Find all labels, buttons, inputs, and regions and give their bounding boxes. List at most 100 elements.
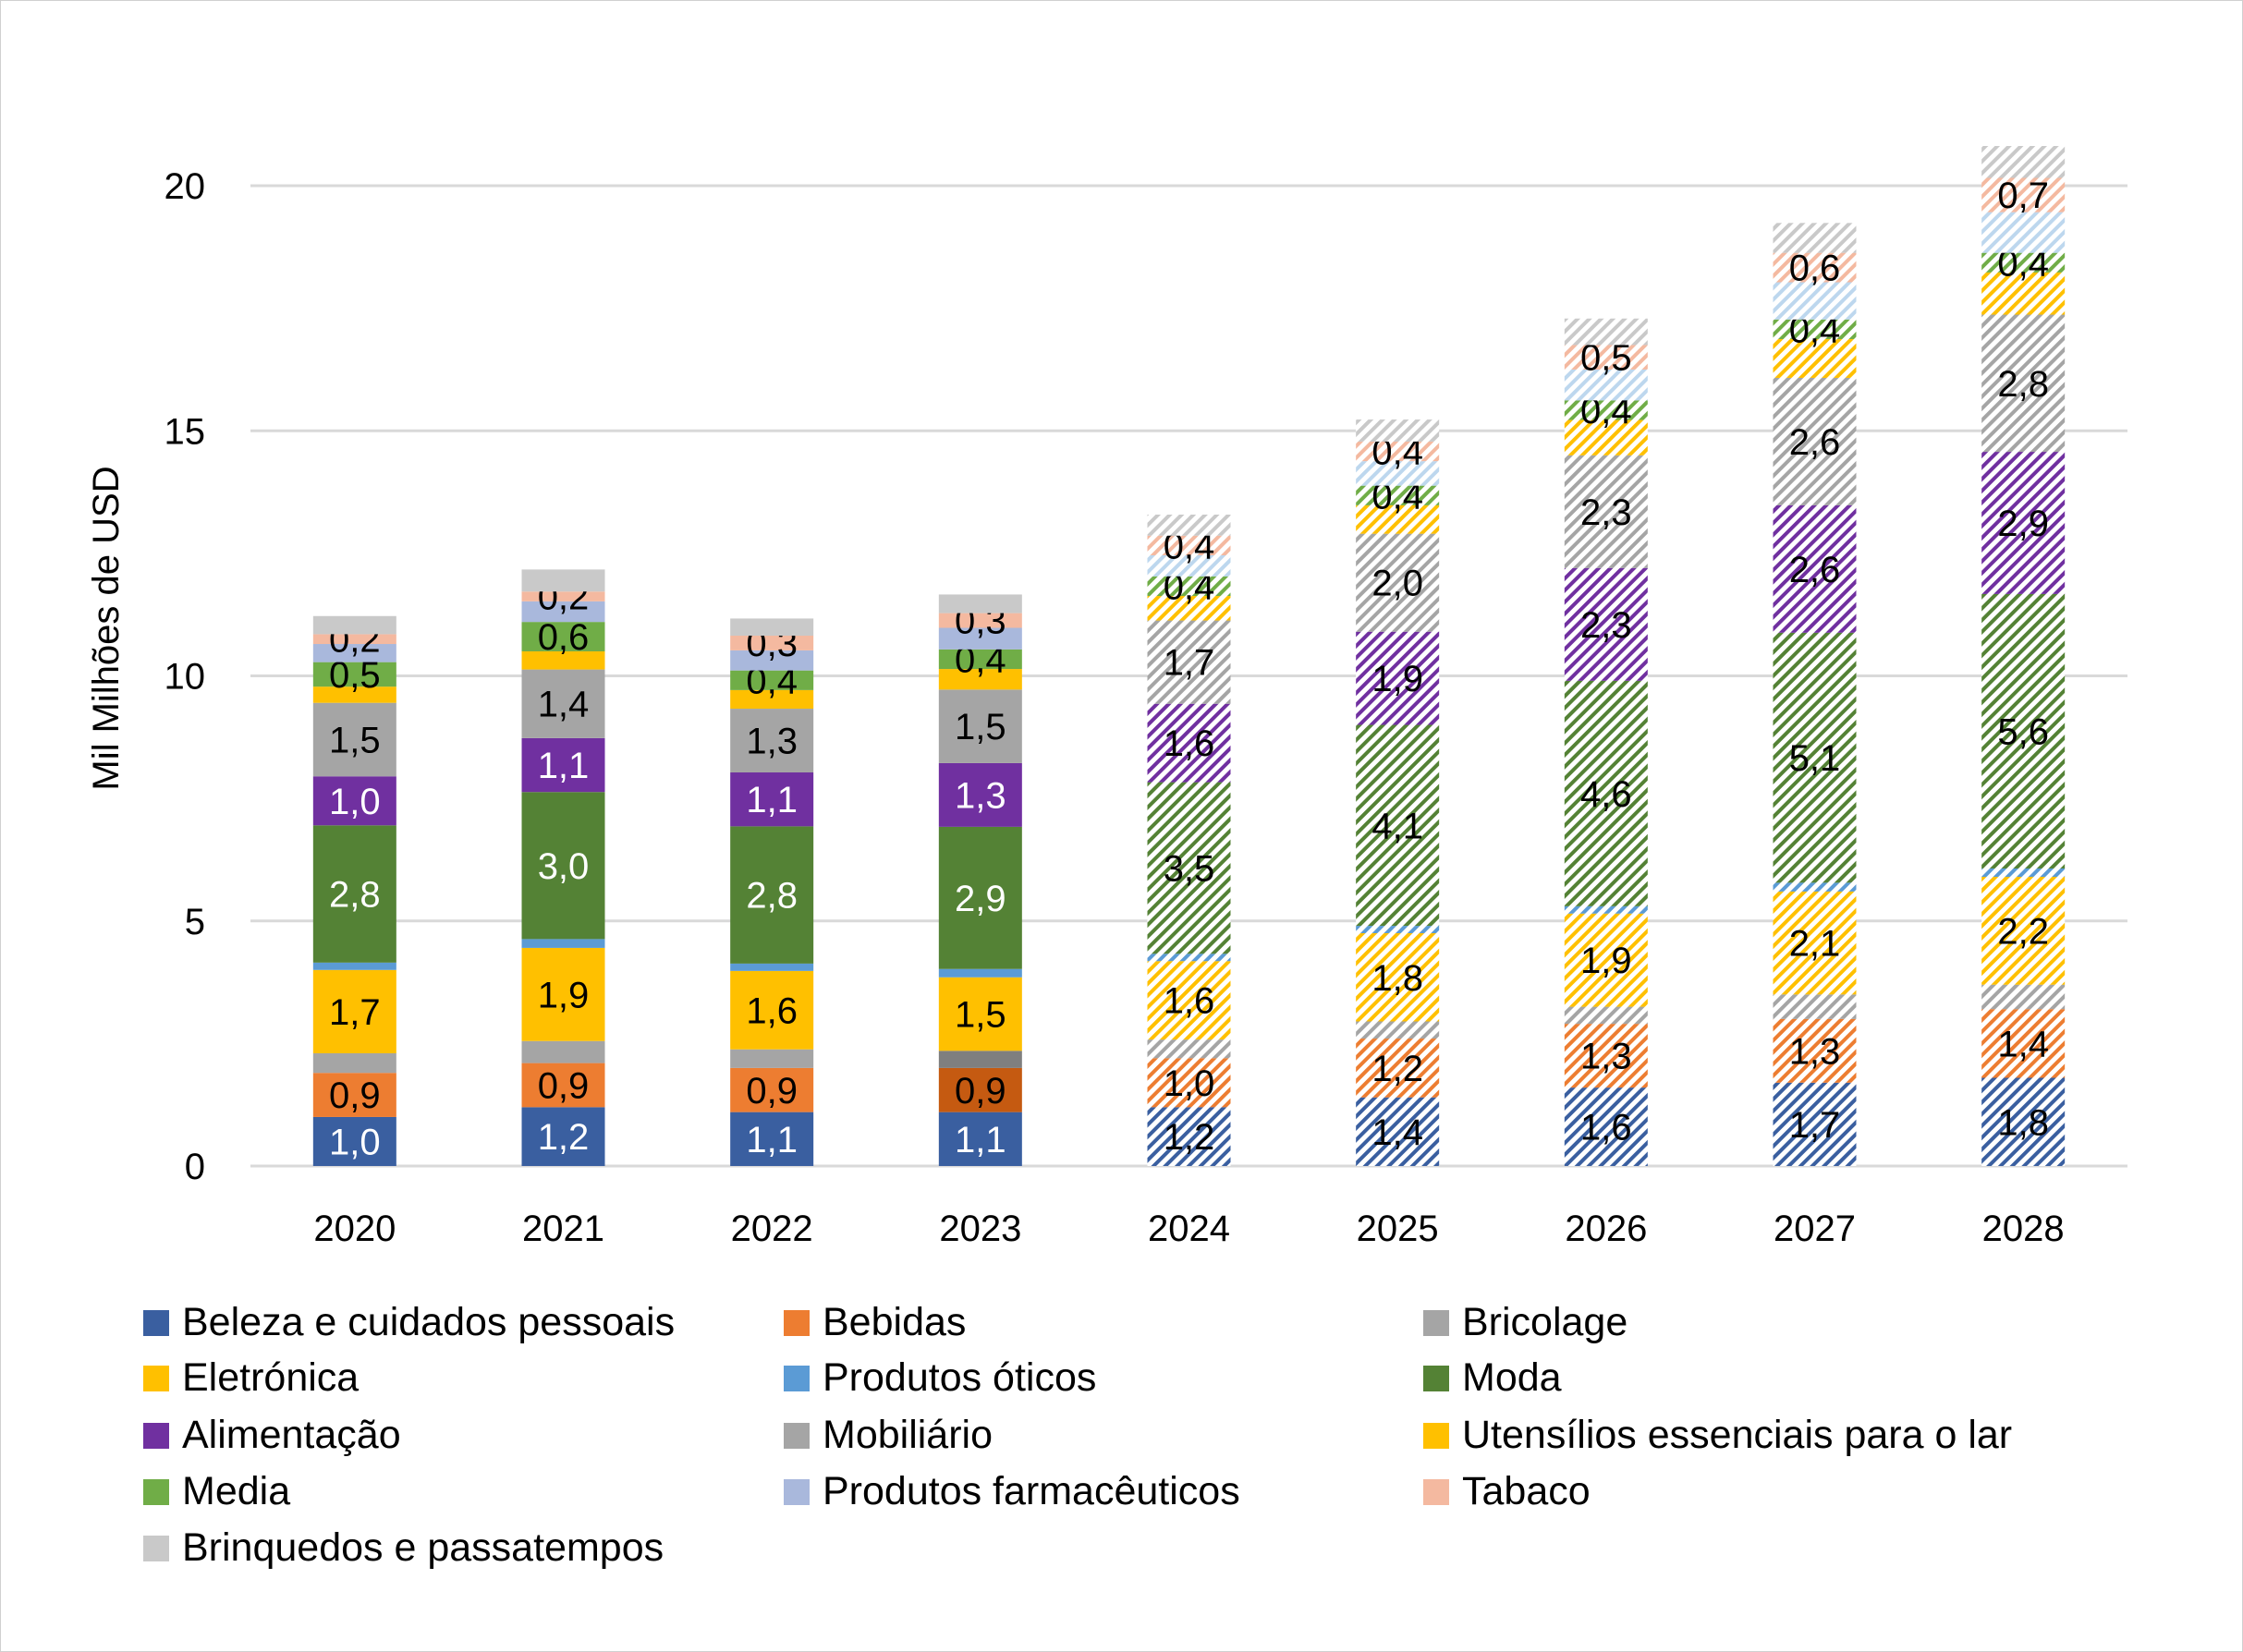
bar-segment [1147,1058,1231,1108]
legend-swatch [143,1309,169,1336]
data-label: 2,6 [1789,422,1841,463]
bar-segment [1564,567,1648,681]
bar-segment [521,1040,605,1063]
bar-segment [1773,1018,1857,1083]
bar-segment [1564,455,1648,568]
data-label: 1,1 [746,1120,798,1160]
data-label: 1,2 [1164,1117,1215,1158]
legend-item: Bebidas [784,1300,966,1345]
bar-segment [1356,441,1440,462]
bar-segment [730,970,814,1050]
bar-2020: 1,00,91,72,81,01,50,50,2 [312,615,396,1166]
x-tick-label: 2023 [939,1209,1021,1249]
bar-segment [938,613,1022,628]
bar-segment [1356,926,1440,934]
legend-swatch [143,1422,169,1449]
y-tick-label: 5 [185,902,205,942]
legend-swatch [1423,1422,1449,1449]
legend-label: Eletrónica [182,1355,360,1400]
data-label: 1,4 [538,685,590,725]
legend-item: Mobiliário [784,1413,993,1458]
legend-swatch [143,1535,169,1561]
data-label: 2,8 [329,875,381,916]
x-tick-label: 2024 [1148,1209,1230,1249]
bar-segment [1356,485,1440,505]
bar-segment [1981,984,2066,1010]
y-axis-title: Mil Milhões de USD [86,466,127,790]
data-label: 1,6 [1580,1108,1632,1148]
bar-segment [1147,620,1231,704]
bar-2027: 1,71,32,15,12,62,60,40,6 [1773,223,1857,1166]
bar-segment [521,591,605,601]
data-label: 2,2 [1997,911,2049,952]
bar-segment [1147,961,1231,1040]
bar-segment [521,650,605,670]
bar-segment [1981,252,2066,273]
bar-segment [1147,514,1231,536]
legend-swatch [784,1365,810,1391]
bar-2025: 1,41,21,84,11,92,00,40,4 [1356,419,1440,1166]
bar-segment [938,1111,1022,1166]
bar-segment [312,776,396,826]
bar-segment [938,689,1022,763]
data-label: 1,0 [1164,1063,1215,1104]
data-label: 1,2 [538,1117,590,1158]
data-label: 1,3 [1789,1031,1841,1072]
legend-item: Utensílios essenciais para o lar [1423,1413,2012,1458]
bar-segment [1147,554,1231,577]
bar-segment [1356,1021,1440,1039]
bar-segment [730,670,814,690]
x-tick-label: 2025 [1357,1209,1439,1249]
data-label: 2,0 [1371,564,1423,604]
bar-segment [1564,369,1648,401]
bar-segment [312,644,396,662]
data-label: 4,1 [1371,806,1423,846]
bar-segment [938,762,1022,827]
bar-segment [1564,1024,1648,1088]
legend-swatch [1423,1478,1449,1505]
bar-segment [1981,212,2066,253]
bar-segment [521,737,605,793]
bar-2023: 1,10,91,52,91,31,50,40,3 [938,594,1022,1166]
legend-label: Produtos óticos [823,1355,1097,1400]
bar-segment [1981,1077,2066,1166]
legend-label: Alimentação [182,1413,401,1457]
data-label: 2,9 [1997,504,2049,544]
legend-swatch [1423,1309,1449,1336]
bar-segment [730,709,814,773]
y-tick-label: 10 [165,657,206,698]
bar-segment [1981,877,2066,985]
bar-segment [312,825,396,963]
bar-segment [938,594,1022,613]
y-tick-label: 0 [185,1147,205,1187]
legend-item: Bricolage [1423,1300,1627,1345]
legend-item: Media [143,1469,290,1514]
bar-segment [730,1111,814,1166]
bar-segment [521,669,605,738]
x-tick-label: 2021 [522,1209,604,1249]
legend-item: Eletrónica [143,1355,359,1401]
bar-segment [1147,535,1231,555]
data-label: 1,8 [1997,1102,2049,1143]
bar-2024: 1,21,01,63,51,61,70,40,4 [1147,514,1231,1166]
bar-segment [938,669,1022,690]
legend-swatch [784,1422,810,1449]
data-label: 1,7 [329,992,381,1033]
legend-label: Moda [1462,1355,1562,1400]
x-tick-label: 2027 [1774,1209,1856,1249]
data-label: 3,5 [1164,848,1215,889]
data-label: 1,6 [1164,981,1215,1022]
bar-segment [312,615,396,635]
bar-segment [1147,954,1231,962]
bar-segment [521,1107,605,1166]
bar-segment [730,1049,814,1068]
bar-segment [1356,724,1440,927]
data-label: 1,1 [746,780,798,820]
bar-segment [938,826,1022,969]
legend-item: Beleza e cuidados pessoais [143,1300,675,1345]
data-label: 1,3 [1580,1037,1632,1077]
bar-segment [730,826,814,964]
y-tick-label: 20 [165,166,206,207]
bar-segment [1981,146,2066,178]
